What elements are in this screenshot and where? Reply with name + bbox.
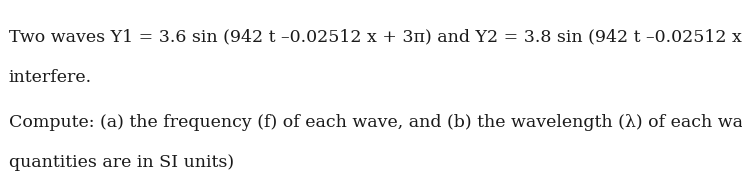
Text: Two waves Y1 = 3.6 sin (942 t –0.02512 x + 3π) and Y2 = 3.8 sin (942 t –0.02512 : Two waves Y1 = 3.6 sin (942 t –0.02512 x… bbox=[9, 28, 742, 46]
Text: interfere.: interfere. bbox=[9, 69, 92, 86]
Text: Compute: (a) the frequency (f) of each wave, and (b) the wavelength (λ) of each : Compute: (a) the frequency (f) of each w… bbox=[9, 114, 742, 131]
Text: quantities are in SI units): quantities are in SI units) bbox=[9, 154, 234, 171]
